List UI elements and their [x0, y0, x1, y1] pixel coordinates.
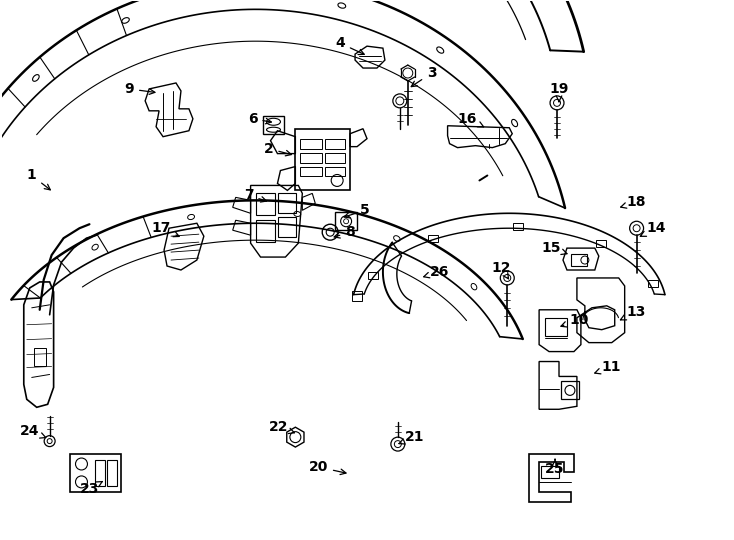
Text: 16: 16 [458, 112, 484, 127]
Bar [325, 166, 345, 177]
Bar [571, 254, 587, 266]
Bar [278, 193, 297, 213]
Bar [325, 139, 345, 148]
Bar [541, 466, 559, 478]
Bar [352, 291, 362, 301]
Text: 19: 19 [549, 82, 569, 102]
Text: 18: 18 [621, 195, 647, 210]
Bar [107, 460, 117, 486]
Text: 17: 17 [151, 221, 179, 237]
Text: 2: 2 [264, 141, 291, 156]
Text: 21: 21 [399, 430, 424, 444]
Text: 13: 13 [620, 305, 647, 320]
Bar [513, 223, 523, 230]
Text: 12: 12 [492, 261, 511, 279]
Bar [335, 212, 357, 230]
Text: 22: 22 [269, 420, 294, 434]
Text: 23: 23 [80, 482, 102, 496]
Bar [300, 166, 322, 177]
Bar [561, 381, 579, 400]
Bar [295, 129, 350, 191]
Text: 6: 6 [248, 112, 272, 126]
Bar [368, 272, 379, 279]
Text: 1: 1 [27, 168, 51, 190]
Text: 24: 24 [20, 424, 46, 438]
Text: 8: 8 [334, 225, 355, 239]
Text: 14: 14 [640, 221, 666, 237]
Bar [428, 235, 438, 242]
Bar [255, 220, 275, 242]
Text: 9: 9 [125, 82, 155, 96]
Bar [95, 460, 106, 486]
Bar [545, 318, 567, 336]
Text: 7: 7 [244, 188, 266, 202]
Text: 11: 11 [595, 361, 620, 375]
Bar [34, 348, 46, 366]
Text: 5: 5 [344, 203, 370, 218]
Text: 15: 15 [541, 241, 567, 255]
Bar [255, 193, 275, 215]
Bar [278, 217, 297, 237]
Bar [325, 153, 345, 163]
Bar [300, 139, 322, 148]
Bar [300, 153, 322, 163]
Text: 10: 10 [561, 313, 589, 327]
Text: 26: 26 [424, 265, 449, 279]
Bar [648, 280, 658, 287]
Bar [70, 454, 121, 492]
Text: 20: 20 [308, 460, 346, 475]
Text: 25: 25 [545, 459, 564, 476]
Text: 3: 3 [411, 66, 437, 86]
Text: 4: 4 [335, 36, 364, 55]
Bar [596, 240, 606, 247]
